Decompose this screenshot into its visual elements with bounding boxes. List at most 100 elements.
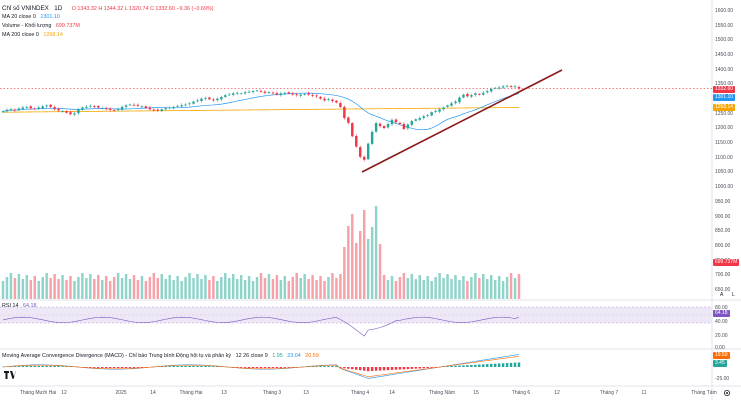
candle-body [398, 122, 402, 124]
volume-bar [112, 277, 116, 299]
macd-histogram-bar [53, 365, 56, 367]
ma200-name: MA 200 close 0 [2, 32, 39, 38]
candle-body [49, 104, 52, 107]
volume-bar [351, 214, 354, 299]
volume-bar [478, 278, 481, 299]
time-axis-label: Tháng 7 [599, 390, 619, 396]
ma200-legend[interactable]: MA 200 close 0 1268.14 [2, 32, 63, 39]
candle-body [224, 95, 227, 97]
volume-bar [128, 279, 132, 299]
candle-body [501, 86, 505, 88]
volume-bar [49, 278, 52, 299]
volume-bar [442, 278, 445, 299]
macd-histogram-bar [398, 367, 402, 370]
volume-bar [279, 280, 283, 299]
volume-bar [398, 277, 402, 299]
auto-scale-button[interactable]: A [720, 292, 724, 298]
candle-body [156, 109, 160, 111]
volume-bar [184, 277, 187, 299]
volume-bar [347, 226, 350, 299]
volume-bar [434, 277, 437, 299]
macd-histogram-bar [478, 364, 481, 367]
volume-bar [275, 275, 279, 299]
volume-legend[interactable]: Volume - Khối lượng 699.737M [2, 23, 80, 30]
volume-bar [259, 273, 263, 299]
volume-bar [61, 275, 64, 299]
macd-histogram-bar [164, 366, 167, 367]
candle-body [53, 107, 56, 110]
symbol-legend[interactable]: Chỉ số VNINDEX 1D O 1343.32 H 1344.32 L … [2, 5, 214, 13]
candle-body [414, 119, 418, 121]
settings-gear-icon[interactable] [723, 389, 731, 397]
rsi-legend[interactable]: RSI 14 64.18 [2, 303, 36, 309]
volume-bar [120, 278, 124, 299]
volume-bar [482, 274, 485, 299]
macd-histogram-bar [37, 365, 40, 367]
volume-bar [311, 275, 314, 299]
volume-bar [505, 277, 509, 299]
macd-histogram-bar [347, 367, 350, 369]
candle-body [454, 101, 457, 104]
volume-bar [355, 243, 358, 299]
candle-body [97, 106, 100, 108]
macd-histogram-bar [374, 367, 378, 371]
macd-histogram-bar [370, 367, 374, 371]
candle-body [450, 103, 453, 106]
volume-bar [148, 277, 152, 299]
ma200-tag: 1268.14 [713, 104, 736, 111]
macd-histogram-bar [13, 366, 17, 367]
macd-histogram-bar [188, 365, 191, 367]
volume-bar [378, 244, 382, 299]
macd-axis-label: -25.00 [715, 376, 730, 382]
volume-bar [53, 274, 56, 299]
ma20-legend[interactable]: MA 20 close 0 1301.10 [2, 14, 60, 21]
volume-bar [418, 275, 421, 299]
time-axis-label: Tháng Hai [179, 390, 203, 396]
candle-body [509, 86, 513, 87]
candle-body [25, 106, 29, 108]
volume-bar [97, 275, 100, 299]
tradingview-logo-icon[interactable] [4, 371, 16, 379]
candle-body [410, 121, 414, 125]
macd-histogram-bar [517, 362, 521, 367]
candle-body [41, 106, 44, 109]
macd-histogram-bar [29, 365, 33, 367]
volume-bar [295, 273, 298, 299]
time-axis-label: 13 [303, 390, 309, 396]
volume-bar [307, 279, 310, 299]
volume-bar [335, 278, 338, 299]
volume-bar [29, 280, 33, 299]
volume-bar [220, 277, 223, 299]
volume-bar [73, 281, 76, 299]
macd-histogram-bar [486, 364, 489, 367]
candle-body [335, 100, 338, 103]
price-axis-label: 1450.00 [715, 52, 734, 59]
candle-body [275, 93, 279, 95]
volume-bar [168, 275, 171, 299]
macd-histogram-bar [239, 367, 243, 368]
macd-legend[interactable]: Moving Average Convergence Divergence (M… [2, 353, 319, 359]
macd-histogram-bar [287, 367, 291, 368]
macd-histogram-bar [450, 365, 453, 367]
macd-histogram-bar [426, 367, 429, 369]
macd-histogram-bar [116, 367, 120, 369]
macd-histogram-bar [505, 363, 509, 367]
volume-bar [339, 274, 342, 299]
macd-histogram-bar [65, 366, 68, 367]
rsi-axis-label: 80.00 [715, 305, 728, 311]
ma20-tag: 1301.10 [713, 94, 736, 101]
candle-body [319, 96, 322, 99]
log-scale-button[interactable]: L [732, 292, 735, 298]
price-axis-label: 650.00 [715, 286, 731, 293]
macd-histogram-bar [283, 367, 287, 368]
volume-bar [101, 280, 104, 299]
volume-bar [93, 279, 96, 299]
macd-histogram-bar [509, 362, 513, 367]
macd-histogram-bar [462, 365, 465, 367]
candle-body [160, 109, 163, 112]
macd-histogram-bar [204, 366, 207, 367]
macd-value-3: 20.59 [305, 353, 319, 359]
volume-bar [489, 275, 493, 299]
candle-body [327, 99, 330, 101]
